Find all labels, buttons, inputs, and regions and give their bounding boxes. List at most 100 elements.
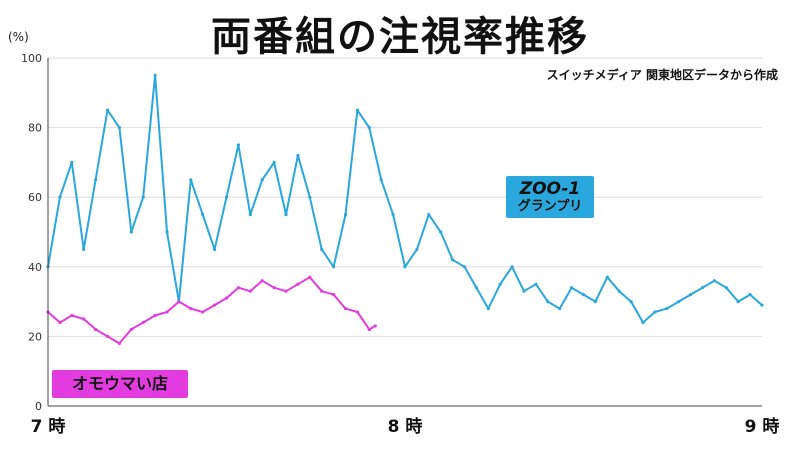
series-1-point (141, 320, 145, 325)
series-1-point (94, 327, 98, 332)
x-tick-label: 7 時 (31, 416, 66, 437)
series-0-point (94, 178, 98, 182)
series-0-point (260, 178, 264, 182)
series-layer (46, 73, 764, 345)
series-0-point (486, 306, 490, 311)
y-tick-label: 60 (28, 191, 42, 204)
y-tick-label: 20 (28, 330, 42, 343)
x-tick-label: 9 時 (745, 416, 780, 437)
series-1-point (129, 327, 133, 332)
series-1-point (367, 327, 371, 332)
x-axis-ticks: 7 時 8 時 9 時 (31, 416, 780, 437)
series-0-point (534, 282, 538, 286)
series-0-point (439, 230, 443, 234)
series-0-point (355, 108, 359, 112)
series-1-point (177, 300, 181, 304)
series-0-point (105, 108, 110, 112)
series-label-omoumai: オモウマい店 (52, 370, 188, 399)
series-0-point (213, 247, 217, 251)
series-0-point (165, 230, 169, 234)
series-1-point (284, 289, 288, 293)
series-label-zoo1: ZOO-1 グランプリ (506, 176, 594, 219)
series-0-point (510, 265, 514, 269)
series-0-point (224, 195, 229, 199)
series-0-point (189, 178, 193, 182)
series-0-point (284, 213, 288, 217)
series-0-point (201, 213, 205, 217)
x-tick-label: 8 時 (388, 416, 423, 437)
series-0-point (129, 230, 133, 234)
y-axis-ticks: 0 20 40 60 80 100 (21, 52, 42, 413)
series-1-point (320, 289, 324, 293)
series-1-point (105, 334, 110, 338)
chart-subtitle: スイッチメディア 関東地区データから作成 (546, 68, 778, 82)
series-0-point (629, 300, 633, 304)
series-0-point (665, 306, 669, 311)
series-0-point (332, 265, 336, 269)
series-0-point (343, 213, 348, 217)
grid-lines (48, 57, 762, 407)
series-0-point (700, 286, 705, 290)
series-0-point (272, 160, 276, 164)
series-0-point (462, 265, 467, 269)
series-0-point (641, 320, 645, 325)
series-0-point (677, 300, 681, 304)
series-1-point (153, 313, 157, 318)
series-1-point (201, 310, 205, 314)
series-0-point (296, 153, 300, 158)
series-1-point (236, 286, 240, 290)
series-1-point (373, 324, 377, 328)
series-0-point (570, 286, 574, 290)
series-0-point (593, 300, 598, 304)
series-0-point (320, 247, 324, 251)
series-0-point (58, 195, 62, 199)
series-0-point (712, 279, 717, 283)
series-0-point (617, 289, 621, 293)
series-0-point (474, 286, 478, 290)
series-0-point (736, 300, 740, 304)
series-0-point (248, 213, 252, 217)
series-1-point (70, 313, 74, 318)
series-0-point (391, 213, 395, 217)
y-tick-label: 100 (21, 52, 42, 65)
series-0-point (605, 275, 609, 279)
series-0-point (236, 143, 240, 147)
y-tick-label: 80 (28, 122, 42, 135)
series-0-point (558, 306, 562, 311)
series-0-point (653, 310, 657, 314)
series-1-point (260, 279, 264, 283)
series-1-point (213, 303, 217, 307)
series-label-zoo1-line2: グランプリ (517, 198, 583, 214)
series-0-point (153, 73, 157, 77)
series-1-point (272, 286, 276, 290)
series-0-point (117, 126, 121, 130)
series-0-point (427, 213, 431, 217)
y-tick-label: 0 (35, 400, 42, 413)
y-tick-label: 40 (28, 261, 42, 274)
series-0-point (379, 178, 383, 182)
series-0-point (403, 265, 407, 269)
series-1-point (308, 275, 312, 279)
chart-title: 両番組の注視率推移 (211, 14, 589, 60)
series-1-point (117, 341, 121, 345)
series-1-point (248, 289, 252, 293)
series-1-point (189, 306, 193, 311)
series-1-point (82, 317, 86, 321)
series-0-point (141, 195, 145, 199)
series-0-point (415, 247, 419, 251)
series-0-point (367, 126, 371, 130)
series-label-zoo1-line1: ZOO-1 (519, 179, 581, 199)
series-0-point (724, 286, 728, 290)
series-1-point (296, 282, 300, 286)
series-1-point (58, 320, 62, 325)
series-0-point (451, 258, 455, 262)
y-axis-unit: (%) (8, 30, 29, 44)
series-0-point (748, 293, 752, 297)
series-1-point (224, 296, 229, 300)
series-0-point (498, 282, 502, 286)
series-0-point (689, 293, 693, 297)
series-0-point (70, 160, 74, 164)
series-line-0 (47, 74, 763, 324)
series-0-point (760, 303, 764, 307)
series-line-1 (47, 276, 376, 345)
